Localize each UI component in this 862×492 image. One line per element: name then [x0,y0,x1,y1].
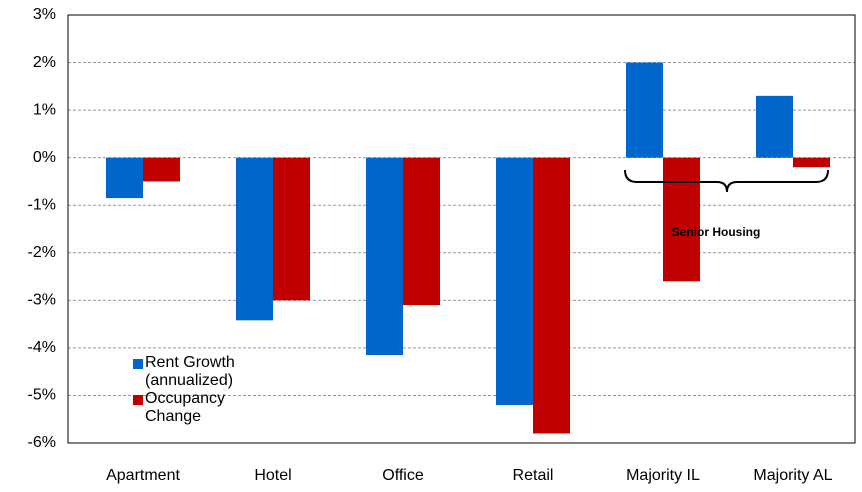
plot-frame [67,14,856,444]
y-tick-label: 1% [33,101,56,118]
y-tick-label: -5% [28,387,56,404]
y-tick-label: -3% [28,292,56,309]
bars [106,62,830,434]
x-tick-label: Majority IL [626,467,700,484]
y-tick-label: -2% [28,244,56,261]
legend: Rent Growth (annualized) Occupancy Change [133,354,283,426]
y-tick-label: 3% [33,6,56,23]
bar [236,157,273,321]
bar [663,157,700,282]
bar [366,157,403,356]
y-tick-label: 0% [33,149,56,166]
legend-swatch [133,395,143,405]
x-tick-label: Hotel [254,467,291,484]
bar [626,62,663,158]
legend-item: Occupancy Change [133,390,283,426]
annotation: Senior Housing [672,225,761,239]
legend-label: Occupancy Change [145,390,226,425]
bar [496,157,533,405]
legend-swatch [133,359,143,369]
y-tick-label: -6% [28,434,56,451]
bar [143,157,180,182]
bar [756,95,793,158]
bar [273,157,310,301]
legend-item: Rent Growth (annualized) [133,354,283,390]
bar [533,157,570,434]
x-tick-label: Apartment [106,467,180,484]
bracket [624,169,829,193]
x-tick-label: Office [382,467,424,484]
x-tick-label: Majority AL [753,467,832,484]
bar [403,157,440,306]
bar [793,157,830,168]
bar [106,157,143,199]
legend-label: Rent Growth (annualized) [145,354,235,389]
y-tick-label: -4% [28,339,56,356]
x-tick-label: Retail [513,467,554,484]
y-tick-label: -1% [28,196,56,213]
y-tick-label: 2% [33,54,56,71]
